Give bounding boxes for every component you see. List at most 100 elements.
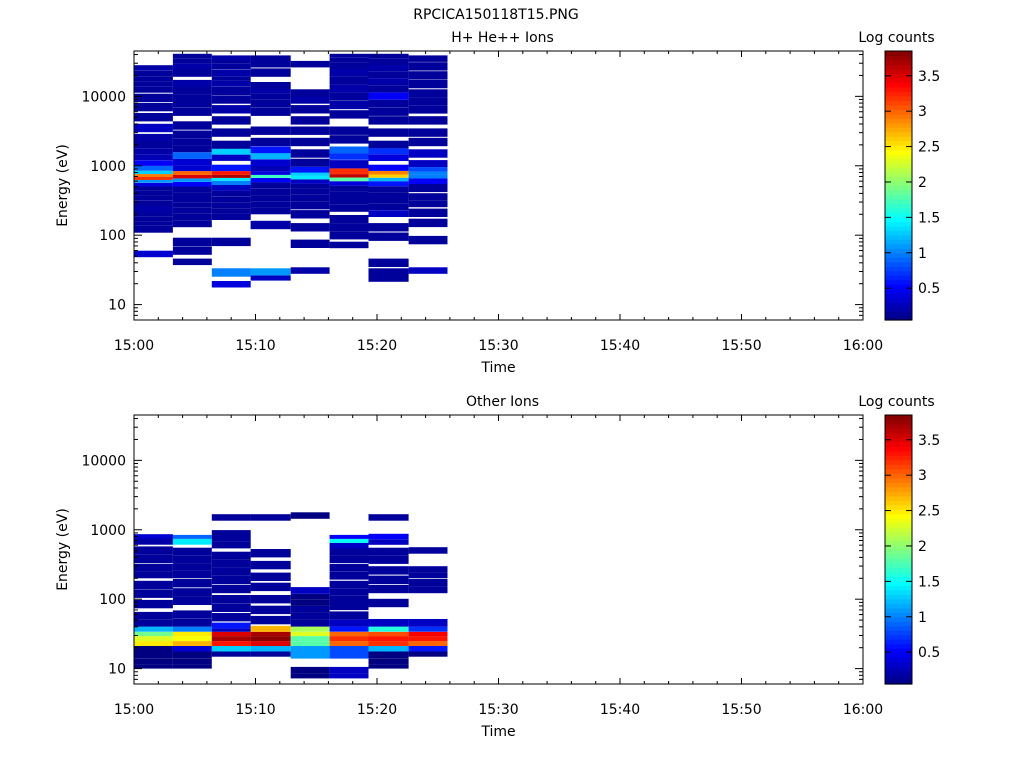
heatmap-cell	[290, 201, 330, 210]
heatmap-cell	[329, 146, 369, 154]
colorbar-segment	[885, 248, 912, 254]
heatmap-cell	[172, 186, 212, 193]
heatmap-cell	[134, 589, 173, 598]
heatmap-cell	[329, 62, 369, 69]
heatmap-cell	[290, 636, 330, 642]
heatmap-cell	[290, 593, 330, 600]
chart-panel-2: 15:00 15:10 15:20 15:30 15:40 15:50 16:00 Time 1…	[55, 394, 940, 740]
heatmap-cell	[250, 572, 291, 581]
heatmap-cell	[408, 200, 448, 208]
heatmap-cell	[250, 268, 291, 276]
heatmap-cell	[172, 588, 212, 597]
heatmap-cell	[172, 636, 212, 642]
colorbar-tick-label: 0.5	[918, 281, 940, 297]
heatmap-cell	[290, 651, 330, 659]
heatmap-cell	[211, 651, 251, 657]
heatmap-cell	[368, 203, 409, 211]
colorbar-segment	[885, 450, 912, 456]
heatmap-cell	[368, 641, 409, 646]
heatmap-cell	[134, 65, 173, 71]
heatmap-cell	[172, 100, 212, 108]
colorbar-segment	[885, 513, 912, 519]
heatmap-cell	[134, 123, 173, 133]
heatmap-cell	[172, 651, 212, 659]
colorbar-segment	[885, 68, 912, 75]
heatmap-cell	[134, 546, 173, 555]
heatmap-cell	[134, 221, 173, 226]
colorbar-segment	[885, 203, 912, 209]
heatmap-cell	[368, 148, 409, 155]
heatmap-cell	[368, 116, 409, 125]
heatmap-cell	[329, 231, 369, 240]
heatmap-cell	[172, 213, 212, 221]
heatmap-cell	[134, 182, 173, 187]
heatmap-cell	[368, 555, 409, 564]
heatmap-cell	[368, 258, 409, 267]
colorbar-segment	[885, 122, 912, 128]
colorbar-segment	[885, 630, 912, 636]
heatmap-cell	[408, 579, 448, 587]
heatmap-cell	[290, 599, 330, 606]
heatmap-cell	[211, 174, 251, 178]
heatmap-cell	[211, 268, 251, 277]
heatmap-cell	[290, 89, 330, 97]
x-tick-label: 15:50	[721, 338, 761, 354]
heatmap-cell	[172, 220, 212, 228]
heatmap-cell	[408, 547, 448, 554]
heatmap-cell	[329, 177, 369, 182]
colorbar-segment	[885, 145, 912, 151]
heatmap-cell	[368, 197, 409, 204]
colorbar-frame	[884, 50, 913, 321]
heatmap-cell	[250, 82, 291, 89]
heatmap-cell	[329, 636, 369, 642]
colorbar-segment	[885, 531, 912, 537]
colorbar-segment	[885, 607, 912, 613]
heatmap-cell	[250, 631, 291, 637]
colorbar-segment	[885, 136, 912, 142]
heatmap-cell	[211, 105, 251, 114]
colorbar-segment	[885, 252, 912, 258]
heatmap-cell	[134, 563, 173, 572]
heatmap-cell	[250, 514, 291, 521]
colorbar-segment	[885, 666, 912, 672]
panel-title: H+ He++ Ions	[451, 30, 554, 46]
heatmap-cell	[134, 102, 173, 112]
x-tick-label: 15:50	[721, 702, 761, 718]
x-axis-label: Time	[480, 724, 515, 740]
x-tick-label: 15:00	[114, 338, 154, 354]
heatmap-cell	[329, 588, 369, 596]
heatmap-cell	[368, 584, 409, 594]
heatmap-cell	[368, 664, 409, 669]
heatmap-cell	[250, 595, 291, 604]
colorbar-tick-label: 3	[918, 468, 927, 484]
heatmap-cell	[250, 177, 291, 183]
heatmap-cell	[368, 154, 409, 161]
colorbar-segment	[885, 580, 912, 586]
colorbar-tick-label: 2.5	[918, 504, 940, 520]
y-tick-label: 10	[108, 298, 126, 314]
heatmap-cell	[329, 68, 369, 77]
colorbar-segment	[885, 415, 912, 421]
colorbar-segment	[885, 571, 912, 577]
heatmap-cell	[211, 541, 251, 549]
heatmap-cell	[368, 575, 409, 584]
colorbar-segment	[885, 216, 912, 222]
heatmap-cell	[211, 622, 251, 629]
x-tick-label: 16:00	[843, 338, 883, 354]
heatmap-cell	[134, 93, 173, 103]
heatmap-cell	[368, 128, 409, 137]
heatmap-cell	[211, 154, 251, 161]
colorbar-segment	[885, 446, 912, 452]
heatmap-cell	[329, 76, 369, 85]
y-tick-label: 1000	[90, 523, 126, 539]
colorbar-segment	[885, 468, 912, 474]
heatmap-cell	[290, 666, 330, 674]
colorbar-segment	[885, 181, 912, 187]
heatmap-cell	[368, 547, 409, 556]
x-tick-label: 15:40	[600, 702, 640, 718]
colorbar-segment	[885, 648, 912, 654]
heatmap-cell	[408, 71, 448, 80]
heatmap-cell	[408, 641, 448, 646]
colorbar-segment	[885, 486, 912, 492]
colorbar-segment	[885, 212, 912, 218]
